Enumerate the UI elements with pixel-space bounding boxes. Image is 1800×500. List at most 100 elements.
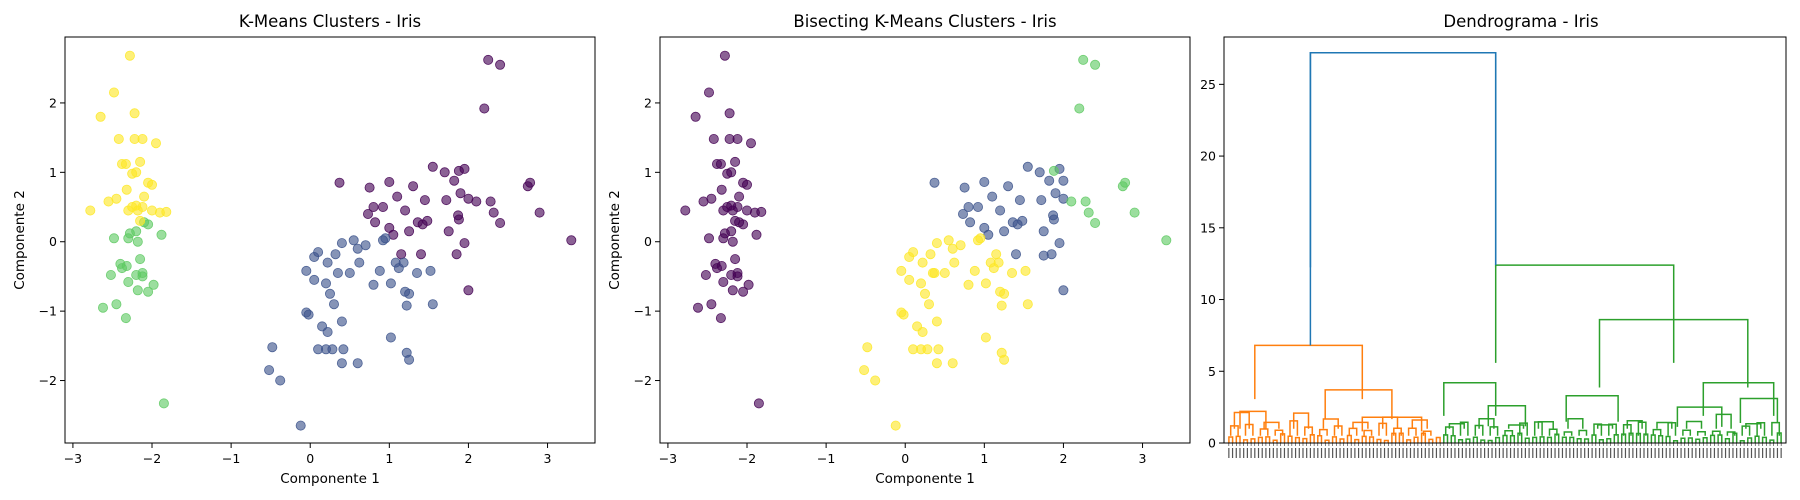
point-cluster-0	[708, 133, 719, 144]
point-cluster-0	[716, 184, 727, 195]
point-cluster-1	[411, 267, 422, 278]
y-tick-label: 2	[49, 95, 57, 110]
point-cluster-3	[121, 184, 132, 195]
leaf-label-mark	[1509, 448, 1512, 458]
leaf-label-mark	[1532, 448, 1534, 458]
point-cluster-0	[400, 205, 411, 216]
leaf-label-mark	[1383, 448, 1386, 458]
x-tick-label: 2	[1059, 451, 1067, 466]
leaf-label-mark	[1269, 448, 1271, 458]
leaf-label-mark	[1291, 448, 1293, 458]
dendrogram-leaf-link	[1354, 438, 1360, 443]
leaf-label-mark	[1572, 448, 1575, 458]
leaf-label-mark	[1335, 448, 1337, 458]
point-cluster-0	[566, 235, 577, 246]
leaf-label-mark	[1750, 448, 1753, 458]
leaf-label-mark	[1676, 448, 1678, 458]
leaf-label-mark	[1584, 448, 1586, 458]
leaf-label-mark	[1710, 448, 1712, 458]
point-cluster-1	[999, 226, 1010, 237]
y-tick-label: 0	[644, 234, 652, 249]
leaf-label-mark	[1428, 448, 1430, 458]
dendrogram-mid-link	[1292, 412, 1310, 429]
dendrogram-leaf-link	[1665, 435, 1671, 443]
point-cluster-3	[999, 288, 1010, 299]
dendrogram-small-link	[1771, 421, 1781, 436]
point-cluster-3	[922, 344, 933, 355]
point-cluster-3	[131, 167, 142, 178]
point-cluster-0	[370, 217, 381, 228]
point-cluster-1	[327, 344, 338, 355]
point-cluster-0	[742, 205, 753, 216]
point-cluster-0	[732, 201, 743, 212]
point-cluster-1	[317, 321, 328, 332]
leaf-label-mark	[1699, 448, 1701, 458]
x-tick-label: −1	[817, 451, 835, 466]
point-cluster-3	[955, 240, 966, 251]
dendrogram-mid-link	[1656, 421, 1673, 429]
leaf-label-mark	[1628, 448, 1630, 458]
point-cluster-0	[495, 217, 506, 228]
dendrogram-leaf-link	[1257, 436, 1263, 443]
leaf-label-mark	[1669, 448, 1671, 458]
kmeans-panel: K-Means Clusters - Iris −3 −2 −1 0 1 2 3 −2 −1 0…	[12, 12, 596, 487]
leaf-label-mark	[1780, 448, 1782, 458]
point-cluster-1	[322, 257, 333, 268]
point-cluster-0	[706, 299, 717, 310]
point-cluster-1	[995, 205, 1006, 216]
point-cluster-2	[1129, 207, 1140, 218]
bisecting-x-label: Componente 1	[875, 471, 975, 487]
point-cluster-1	[1058, 175, 1069, 186]
dendrogram-leaf-link	[1294, 436, 1301, 443]
leaf-label-mark	[1361, 448, 1363, 458]
leaf-label-mark	[1635, 448, 1638, 458]
point-cluster-0	[483, 54, 494, 65]
leaf-label-mark	[1621, 448, 1623, 458]
point-cluster-0	[525, 177, 536, 188]
leaf-label-mark	[1747, 448, 1749, 458]
point-cluster-1	[1050, 188, 1061, 199]
dendrogram-leaf-link	[1242, 439, 1249, 443]
point-cluster-1	[374, 265, 385, 276]
point-cluster-3	[999, 354, 1010, 365]
leaf-label-mark	[1528, 448, 1530, 458]
dendrogram-leaf-link	[1576, 438, 1582, 443]
point-cluster-0	[455, 188, 466, 199]
point-cluster-0	[742, 179, 753, 190]
point-cluster-3	[124, 50, 135, 61]
point-cluster-1	[275, 375, 286, 386]
point-cluster-2	[1080, 196, 1091, 207]
point-cluster-0	[364, 182, 375, 193]
point-cluster-3	[120, 158, 131, 169]
leaf-label-mark	[1498, 448, 1501, 458]
dendrogram-axes-frame	[1223, 36, 1787, 444]
point-cluster-3	[993, 257, 1004, 268]
leaf-label-mark	[1543, 448, 1545, 458]
x-tick-label: 1	[385, 451, 393, 466]
point-cluster-3	[991, 249, 1002, 260]
dendrogram-leaf-link	[1494, 436, 1501, 443]
leaf-label-mark	[1450, 448, 1452, 458]
leaf-label-mark	[1443, 448, 1445, 458]
dendrogram-link	[1239, 410, 1267, 429]
dendrogram-y-ticks: 0 5 10 15 20 25	[1200, 77, 1224, 451]
point-cluster-1	[1011, 249, 1022, 260]
point-cluster-3	[898, 309, 909, 320]
point-cluster-1	[1044, 175, 1055, 186]
dendrogram-link	[1598, 318, 1749, 388]
dendrogram-link	[1487, 404, 1527, 427]
leaf-label-mark	[1317, 448, 1319, 458]
dendrogram-small-link	[1519, 422, 1528, 436]
dendrogram-link	[1361, 416, 1423, 432]
point-cluster-3	[85, 205, 96, 216]
point-cluster-3	[916, 278, 927, 289]
leaf-label-mark	[1276, 448, 1278, 458]
leaf-label-mark	[1287, 448, 1289, 458]
point-cluster-1	[309, 274, 320, 285]
dendrogram-leaf-link	[1302, 437, 1308, 443]
dendrogram-small-link	[1459, 421, 1469, 436]
dendrogram-leaf-link	[1435, 436, 1441, 443]
dendrogram-small-link	[1726, 431, 1736, 436]
leaf-label-mark	[1661, 448, 1664, 458]
point-cluster-0	[690, 111, 701, 122]
